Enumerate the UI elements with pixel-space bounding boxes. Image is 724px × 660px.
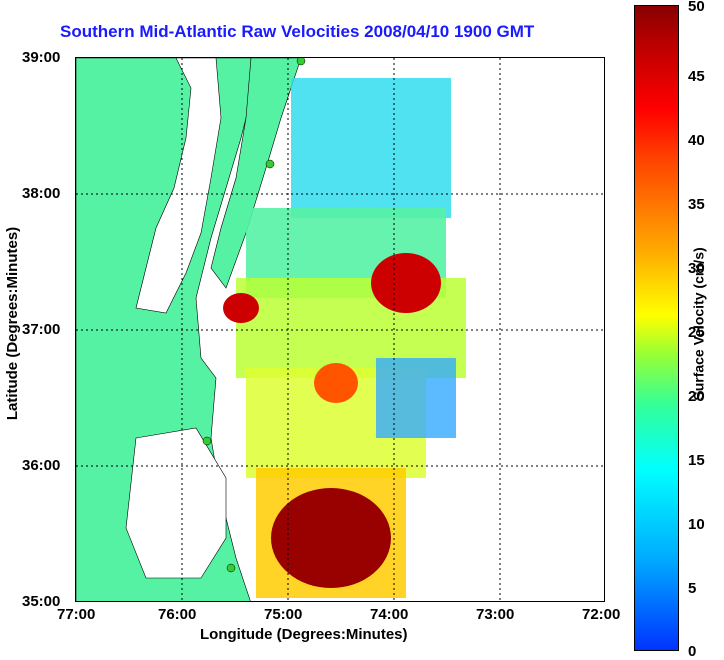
colorbar-tick: 50 xyxy=(688,0,705,15)
colorbar-tick: 40 xyxy=(688,132,705,149)
y-tick: 37:00 xyxy=(22,321,61,338)
chesapeake-bay xyxy=(135,58,222,314)
station-marker xyxy=(226,563,236,573)
colorbar-tick: 0 xyxy=(688,643,697,660)
colorbar-tick: 45 xyxy=(688,68,705,85)
x-tick: 76:00 xyxy=(158,606,197,623)
colorbar-tick: 10 xyxy=(688,516,705,533)
y-tick: 38:00 xyxy=(22,185,61,202)
map-plot-area[interactable] xyxy=(75,57,605,602)
station-marker xyxy=(296,58,306,66)
map-gridlines xyxy=(76,58,604,601)
map-title: Southern Mid-Atlantic Raw Velocities 200… xyxy=(60,22,535,41)
x-tick: 74:00 xyxy=(370,606,409,623)
y-axis-label: Latitude (Degrees:Minutes) xyxy=(4,226,22,421)
colorbar xyxy=(634,5,679,651)
map-canvas xyxy=(76,58,604,601)
y-tick: 39:00 xyxy=(22,49,61,66)
colorbar-tick: 30 xyxy=(688,260,705,277)
velocity-field xyxy=(223,78,466,598)
station-marker xyxy=(265,159,275,169)
station-marker xyxy=(202,436,212,446)
colorbar-tick: 15 xyxy=(688,452,705,469)
x-axis-label: Longitude (Degrees:Minutes) xyxy=(200,626,408,643)
colorbar-tick: 25 xyxy=(688,324,705,341)
x-tick: 72:00 xyxy=(582,606,621,623)
x-tick: 77:00 xyxy=(57,606,96,623)
y-tick: 36:00 xyxy=(22,457,61,474)
colorbar-tick: 35 xyxy=(688,196,705,213)
radar-stations xyxy=(202,58,306,573)
colorbar-tick: 5 xyxy=(688,580,697,597)
colorbar-tick: 20 xyxy=(688,388,705,405)
x-tick: 73:00 xyxy=(476,606,515,623)
y-tick: 35:00 xyxy=(22,593,61,610)
x-tick: 75:00 xyxy=(264,606,303,623)
